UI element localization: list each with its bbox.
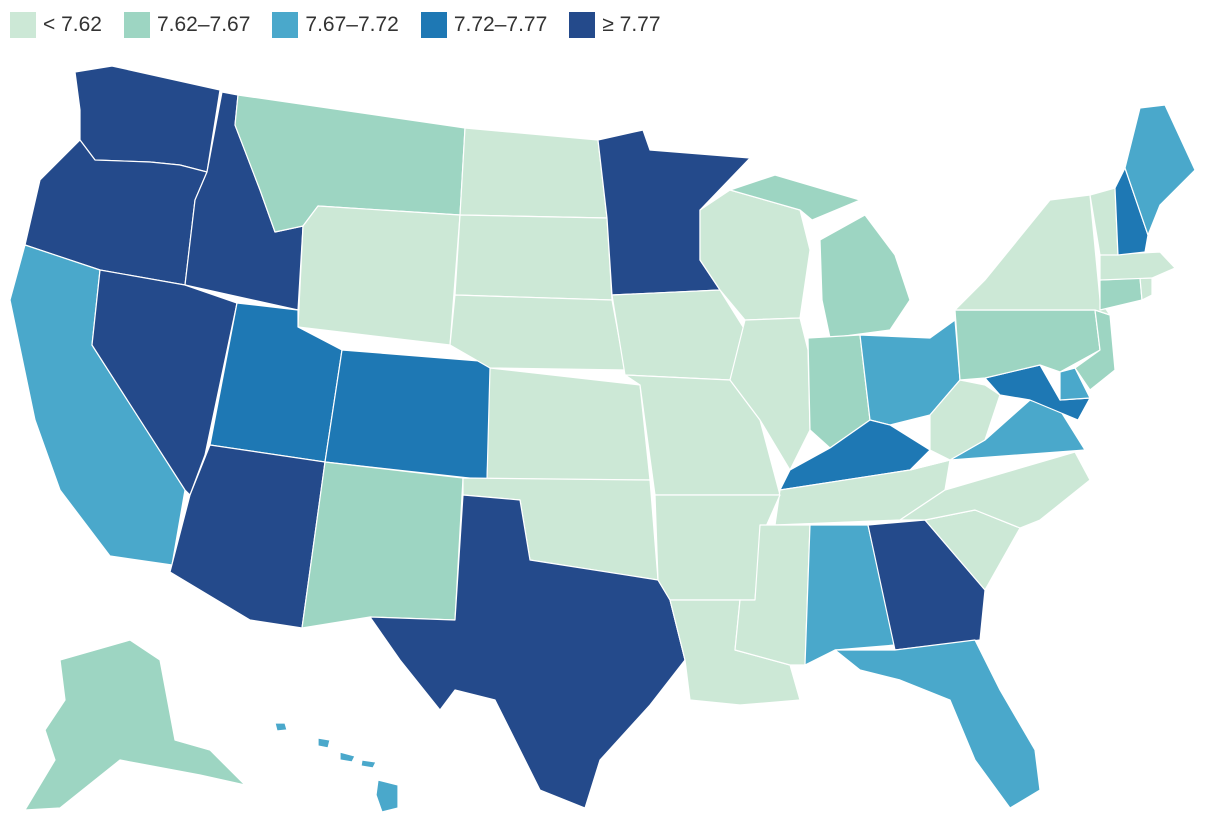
state-hi[interactable]: [274, 722, 399, 813]
legend: < 7.62 7.62–7.67 7.67–7.72 7.72–7.77 ≥ 7…: [10, 12, 683, 38]
state-ne[interactable]: [449, 294, 626, 371]
state-ia[interactable]: [611, 289, 746, 381]
state-de[interactable]: [1059, 367, 1091, 401]
legend-label: < 7.62: [43, 13, 102, 36]
state-sd[interactable]: [454, 214, 613, 301]
state-wv[interactable]: [929, 379, 1001, 461]
state-nc[interactable]: [899, 451, 1091, 529]
state-nm[interactable]: [301, 461, 464, 629]
state-me[interactable]: [1124, 104, 1196, 236]
state-ks[interactable]: [486, 367, 651, 481]
state-md[interactable]: [984, 364, 1091, 421]
legend-item-bin-2: 7.62–7.67: [123, 12, 251, 38]
legend-item-bin-1: < 7.62: [10, 12, 102, 38]
state-nd[interactable]: [459, 127, 608, 219]
state-mi[interactable]: [729, 174, 911, 339]
legend-label: 7.67–7.72: [305, 13, 399, 36]
state-ga[interactable]: [867, 519, 986, 651]
state-ma[interactable]: [1099, 251, 1176, 281]
legend-swatch: [569, 12, 596, 38]
state-wy[interactable]: [297, 205, 461, 346]
legend-label: ≥ 7.77: [602, 13, 661, 36]
state-al[interactable]: [804, 524, 896, 666]
state-ri[interactable]: [1139, 277, 1153, 301]
legend-swatch: [272, 12, 299, 38]
legend-swatch: [10, 12, 36, 38]
state-co[interactable]: [324, 349, 493, 481]
state-ct[interactable]: [1099, 277, 1143, 311]
legend-item-bin-3: 7.67–7.72: [272, 12, 399, 38]
state-nh[interactable]: [1114, 167, 1149, 256]
state-wa[interactable]: [74, 65, 221, 173]
state-ak[interactable]: [24, 639, 246, 811]
state-il[interactable]: [729, 317, 811, 471]
legend-item-bin-5: ≥ 7.77: [569, 12, 661, 38]
legend-label: 7.62–7.67: [156, 13, 251, 36]
state-tx[interactable]: [369, 494, 686, 809]
legend-swatch: [123, 12, 150, 38]
legend-label: 7.72–7.77: [453, 13, 548, 36]
legend-item-bin-4: 7.72–7.77: [420, 12, 548, 38]
legend-swatch: [420, 12, 447, 38]
states-layer: [9, 65, 1196, 813]
state-fl[interactable]: [834, 639, 1041, 809]
state-ny[interactable]: [954, 194, 1111, 316]
